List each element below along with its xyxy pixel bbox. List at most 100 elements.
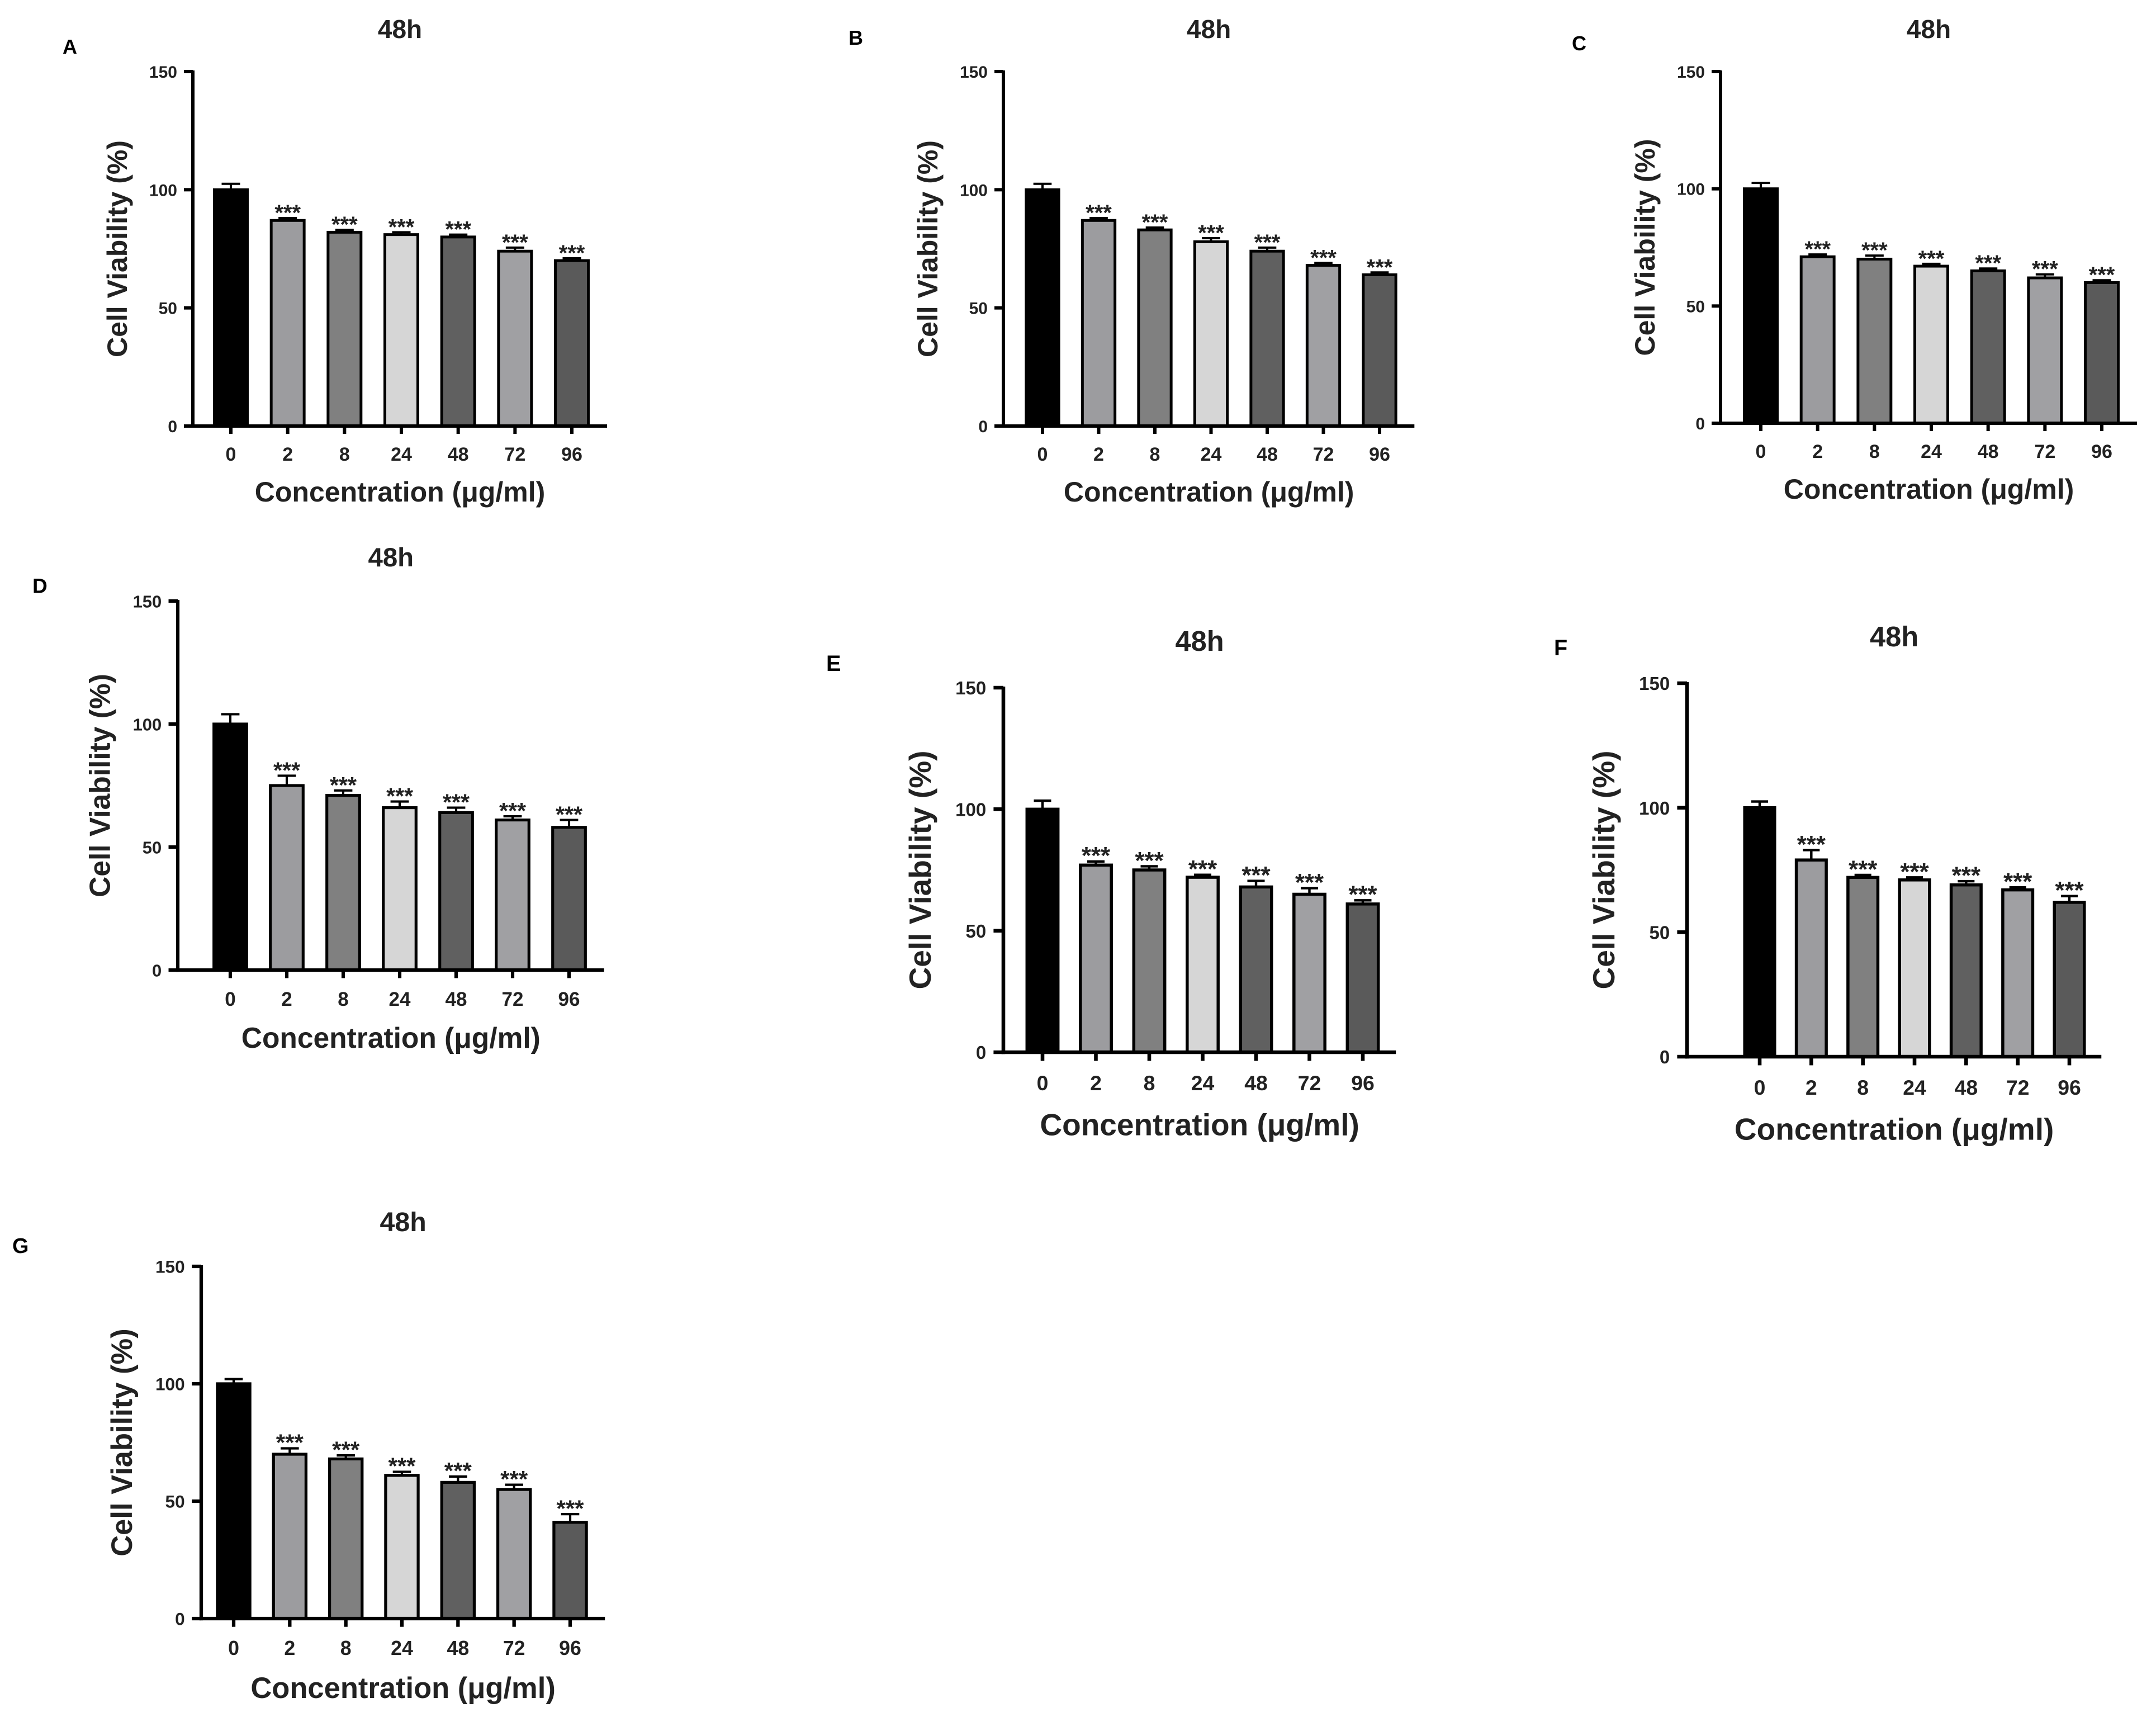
x-tick-label: 48 — [1244, 1071, 1268, 1095]
bar-0 — [1743, 806, 1776, 1058]
significance-label: *** — [1198, 221, 1224, 245]
x-tick-label: 0 — [1754, 1076, 1766, 1099]
panel-label: B — [849, 26, 863, 49]
bar-24 — [383, 233, 419, 428]
significance-label: *** — [2032, 257, 2058, 282]
x-tick-label: 72 — [503, 1637, 525, 1659]
x-tick-label: 0 — [1037, 444, 1048, 465]
x-tick-label: 0 — [225, 988, 235, 1010]
bar-2 — [1081, 219, 1117, 428]
x-tick-label: 2 — [1093, 444, 1104, 465]
y-tick-label: 100 — [133, 715, 162, 734]
panel-label: D — [32, 574, 48, 598]
bar-72 — [1305, 264, 1342, 428]
y-tick-label: 100 — [1639, 798, 1670, 819]
x-tick-label: 24 — [391, 444, 412, 465]
y-tick-label: 0 — [978, 418, 988, 436]
chart-panel-f: F 48h 0 *** 2 *** 8 *** 24 *** 48 *** 72 *** 96 0 50 100 1… — [1554, 621, 2102, 1147]
y-tick-label: 50 — [143, 838, 162, 857]
x-tick-label: 24 — [1191, 1071, 1215, 1095]
bar-8 — [1132, 868, 1167, 1054]
y-tick-label: 150 — [133, 592, 162, 611]
significance-label: *** — [274, 201, 301, 225]
x-tick-label: 96 — [1351, 1071, 1375, 1095]
bar-96 — [2084, 281, 2120, 425]
x-tick-label: 72 — [2006, 1076, 2030, 1099]
panel-label: F — [1554, 636, 1567, 660]
x-tick-label: 0 — [226, 444, 236, 465]
x-tick-label: 96 — [561, 444, 582, 465]
x-tick-label: 96 — [558, 988, 580, 1010]
significance-label: *** — [502, 230, 528, 255]
x-axis-label: Concentration (μg/ml) — [1064, 476, 1354, 508]
bar-96 — [551, 826, 587, 972]
y-axis-label: Cell Viability (%) — [1586, 751, 1621, 990]
x-tick-label: 96 — [1369, 444, 1390, 465]
bar-24 — [382, 806, 418, 972]
chart-panel-a: A 48h 0 *** 2 *** 8 *** 24 *** 48 *** 72 *** 96 0 50 100 1… — [63, 15, 608, 508]
significance-label: *** — [1254, 230, 1281, 255]
x-tick-label: 8 — [1857, 1076, 1869, 1099]
significance-label: *** — [1295, 869, 1324, 896]
y-tick-label: 50 — [159, 300, 177, 318]
significance-label: *** — [1804, 237, 1831, 262]
significance-label: *** — [1975, 251, 2001, 276]
significance-label: *** — [276, 1430, 304, 1456]
significance-label: *** — [331, 212, 358, 237]
bar-72 — [2027, 276, 2063, 425]
significance-label: *** — [445, 217, 471, 242]
bar-2 — [272, 1453, 308, 1620]
chart-title: 48h — [1187, 15, 1231, 44]
x-tick-label: 48 — [1257, 444, 1278, 465]
y-tick-label: 0 — [976, 1042, 986, 1063]
x-tick-label: 2 — [1090, 1071, 1102, 1095]
y-axis-label: Cell Viability (%) — [83, 674, 116, 897]
chart-title: 48h — [368, 543, 414, 573]
bar-8 — [1137, 228, 1173, 428]
x-tick-label: 0 — [228, 1637, 239, 1659]
bar-24 — [1913, 264, 1949, 425]
x-axis-label: Concentration (μg/ml) — [250, 1672, 555, 1705]
x-axis-label: Concentration (μg/ml) — [1784, 474, 2074, 505]
bar-0 — [213, 188, 249, 428]
significance-label: *** — [1918, 247, 1945, 271]
significance-label: *** — [500, 1466, 528, 1492]
significance-label: *** — [2003, 868, 2032, 896]
x-tick-label: 72 — [1298, 1071, 1321, 1095]
x-tick-label: 8 — [1144, 1071, 1155, 1095]
x-tick-label: 8 — [338, 988, 348, 1010]
x-tick-label: 2 — [1812, 441, 1823, 462]
x-axis-label: Concentration (μg/ml) — [1735, 1112, 2054, 1147]
bar-2 — [1799, 255, 1836, 425]
significance-label: *** — [1086, 201, 1112, 225]
y-tick-label: 100 — [1677, 181, 1705, 199]
bar-72 — [2001, 888, 2035, 1058]
significance-label: *** — [330, 772, 357, 798]
y-axis-label: Cell Viability (%) — [1629, 139, 1661, 356]
significance-label: *** — [559, 241, 585, 266]
significance-label: *** — [1797, 831, 1826, 858]
chart-title: 48h — [1907, 15, 1951, 44]
x-tick-label: 24 — [1903, 1076, 1926, 1099]
y-tick-label: 150 — [1677, 63, 1705, 82]
significance-label: *** — [1242, 862, 1271, 889]
bar-48 — [440, 1481, 476, 1620]
bar-8 — [328, 1457, 364, 1620]
y-tick-label: 0 — [1660, 1047, 1670, 1067]
significance-label: *** — [1188, 855, 1217, 883]
x-tick-label: 24 — [1921, 441, 1942, 462]
y-tick-label: 100 — [149, 181, 177, 200]
bar-0 — [1025, 188, 1060, 428]
significance-label: *** — [1082, 842, 1111, 869]
chart-panel-b: B 48h 0 *** 2 *** 8 *** 24 *** 48 *** 72 *** 96 0 50 100 1… — [849, 15, 1415, 508]
bar-8 — [1846, 876, 1880, 1058]
bar-96 — [554, 259, 590, 428]
x-tick-label: 8 — [340, 1637, 352, 1659]
x-tick-label: 96 — [559, 1637, 581, 1659]
x-axis-label: Concentration (μg/ml) — [241, 1021, 541, 1054]
significance-label: *** — [1135, 847, 1164, 874]
bar-24 — [384, 1474, 420, 1620]
x-tick-label: 8 — [339, 444, 350, 465]
y-tick-label: 50 — [165, 1492, 185, 1512]
y-tick-label: 150 — [1639, 673, 1670, 694]
